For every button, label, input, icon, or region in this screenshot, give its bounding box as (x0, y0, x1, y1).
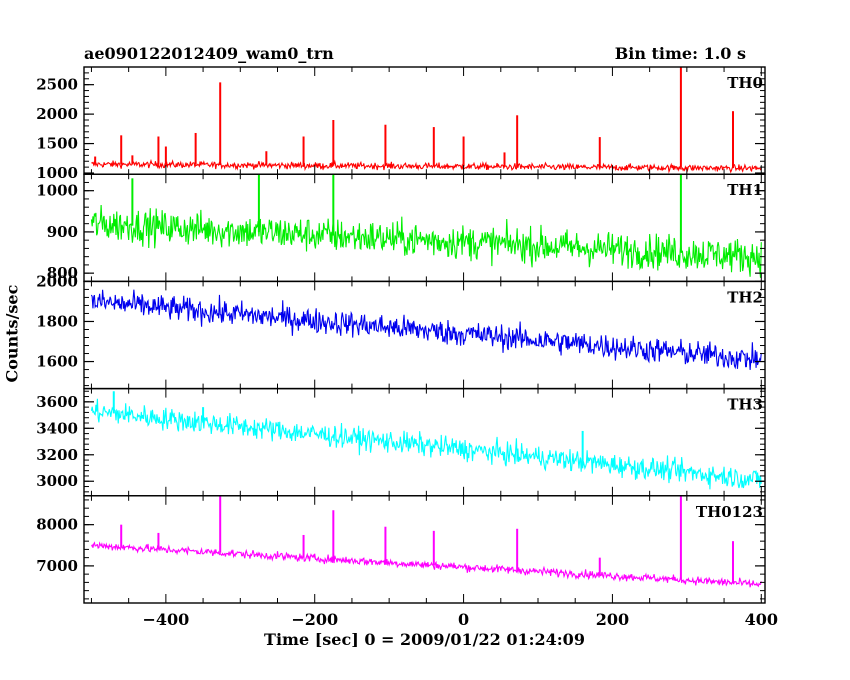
chart-title: ae090122012409_wam0_trn (84, 44, 334, 63)
panel-label-th1: TH1 (727, 181, 763, 199)
x-axis-label: Time [sec] 0 = 2009/01/22 01:24:09 (264, 630, 585, 649)
panel-label-th0: TH0 (727, 74, 763, 92)
series-line-th2 (90, 289, 762, 370)
y-tick-label: 3400 (36, 419, 78, 437)
panel-label-th2: TH2 (727, 288, 763, 306)
y-tick-label: 1500 (36, 135, 78, 153)
bin-time-label: Bin time: 1.0 s (614, 44, 746, 63)
y-tick-label: 2000 (36, 272, 78, 290)
panel-frame-th0 (83, 66, 766, 175)
y-tick-label: 3200 (36, 446, 78, 464)
y-tick-label: 3000 (36, 472, 78, 490)
panel-frame-th1 (83, 173, 766, 283)
y-tick-label: 800 (47, 264, 78, 282)
panel-frame-th3 (83, 387, 766, 497)
x-tick-label: 200 (596, 610, 629, 629)
panel-label-th3: TH3 (727, 396, 763, 414)
y-tick-label: 1000 (36, 182, 78, 200)
series-line-th0 (91, 158, 762, 174)
series-line-th3 (90, 398, 762, 490)
y-tick-label: 1800 (36, 312, 78, 330)
y-tick-label: 2000 (36, 105, 78, 123)
x-tick-label: 0 (458, 610, 469, 629)
y-tick-label: 7000 (36, 557, 78, 575)
y-tick-label: 8000 (36, 516, 78, 534)
series-line-th1 (90, 205, 762, 278)
y-tick-label: 900 (47, 223, 78, 241)
x-tick-label: −200 (291, 610, 338, 629)
panel-label-th0123: TH0123 (696, 503, 763, 521)
y-tick-label: 2500 (36, 76, 78, 94)
y-tick-label: 3600 (36, 393, 78, 411)
y-tick-label: 1600 (36, 353, 78, 371)
x-tick-label: 400 (745, 610, 778, 629)
y-tick-label: 1000 (36, 164, 78, 182)
series-line-th0123 (90, 541, 762, 588)
x-tick-label: −400 (142, 610, 189, 629)
